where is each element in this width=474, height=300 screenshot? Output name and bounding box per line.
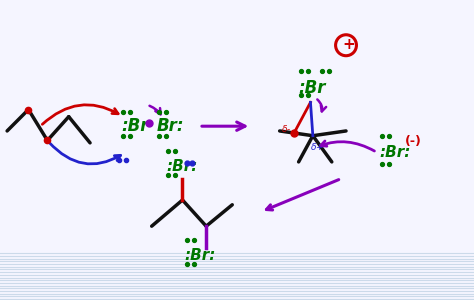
- Text: :Br:: :Br:: [379, 145, 410, 160]
- Text: :Br:: :Br:: [185, 248, 216, 262]
- Text: :Br: :Br: [121, 117, 148, 135]
- Text: (-): (-): [405, 135, 422, 148]
- Text: :Br:: :Br:: [166, 159, 197, 174]
- Text: $\delta$+: $\delta$+: [310, 141, 325, 152]
- Text: Br:: Br:: [156, 117, 184, 135]
- Text: +: +: [342, 37, 355, 52]
- Text: $\delta$-: $\delta$-: [281, 123, 291, 134]
- Text: :Br: :Br: [299, 79, 326, 97]
